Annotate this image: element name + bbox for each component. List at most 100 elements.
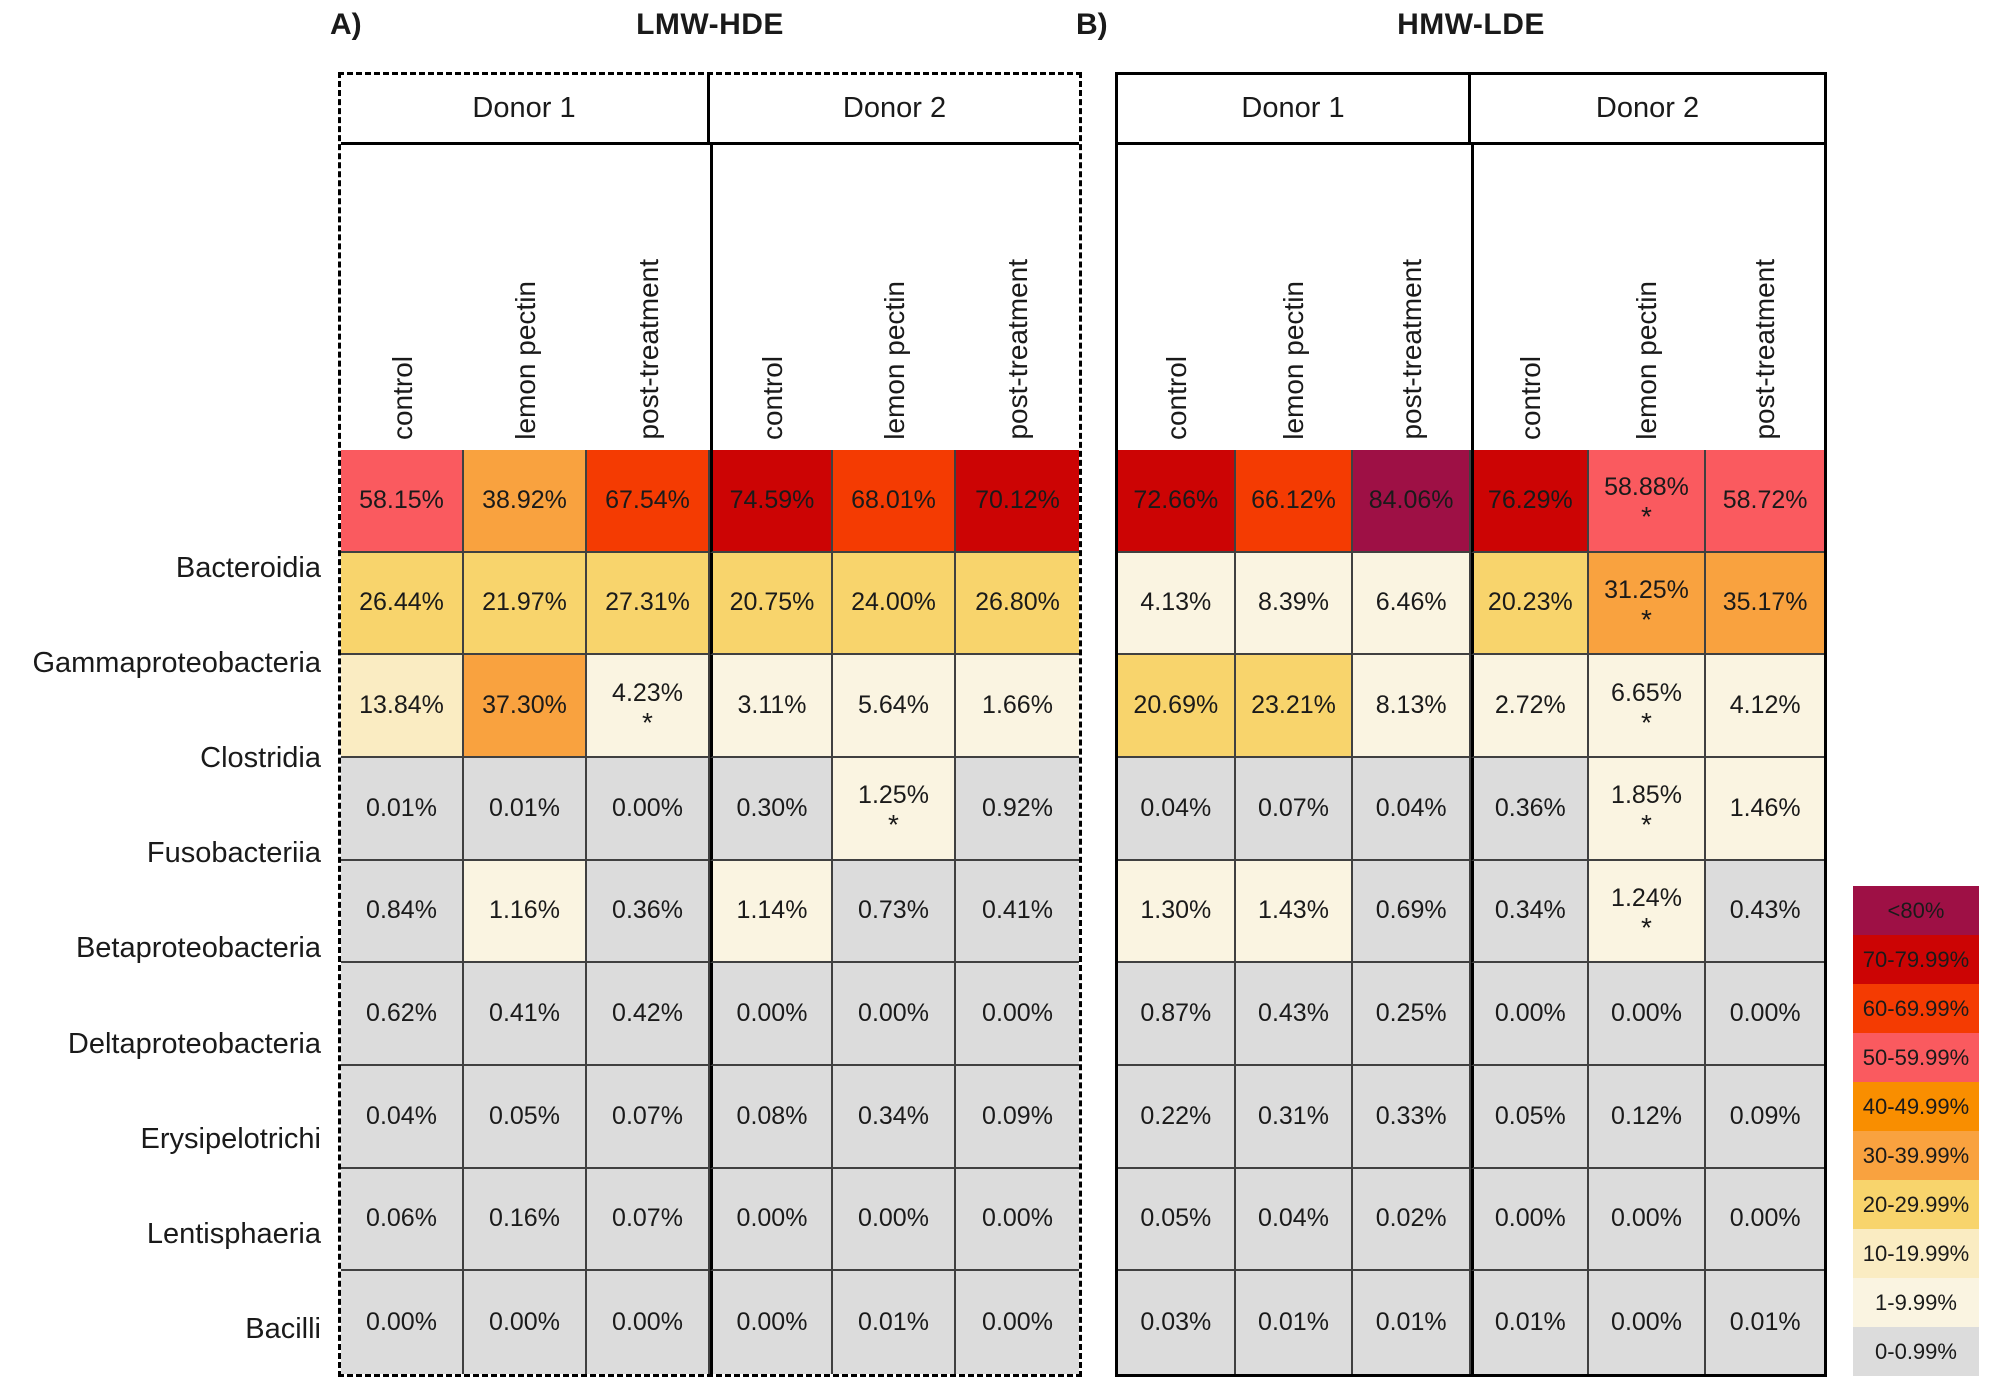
- heatmap-cell: 0.30%: [710, 757, 833, 861]
- cell-value: 0.04%: [1140, 793, 1212, 822]
- legend-entry-label: 10-19.99%: [1862, 1240, 1970, 1266]
- heatmap-cell: 6.46%: [1353, 552, 1471, 656]
- cell-value: 1.25%: [858, 781, 929, 810]
- cell-value: 68.01%: [851, 485, 936, 514]
- heatmap-cell: 1.25% *: [833, 757, 956, 861]
- heatmap-cell: 0.00%: [1588, 1271, 1707, 1374]
- class-row-label: Clostridia: [200, 742, 321, 775]
- cell-value: 0.62%: [366, 999, 437, 1028]
- heatmap-cell: 72.66%: [1118, 450, 1236, 553]
- class-row-labels: Bacteroidia Gammaproteobacteria Clostridia…: [0, 521, 331, 1377]
- cell-value: 0.05%: [1140, 1204, 1212, 1233]
- cell-value: 0.00%: [1494, 999, 1566, 1028]
- cell-value: 26.80%: [975, 588, 1060, 617]
- heatmap-cell: 0.01%: [1470, 1271, 1589, 1374]
- cell-value: 0.25%: [1375, 999, 1447, 1028]
- heatmap-cell: 0.04%: [1118, 757, 1236, 861]
- heatmap-cell: 5.64%: [833, 655, 956, 758]
- panel-b-title: HMW-LDE: [1397, 8, 1545, 41]
- cell-value: 0.08%: [736, 1101, 808, 1130]
- condition-label: control: [1515, 355, 1547, 440]
- heatmap-cell: 0.00%: [710, 1168, 833, 1272]
- cell-value: 38.92%: [482, 485, 567, 514]
- cell-value: 0.30%: [736, 793, 808, 822]
- cell-value: 1.66%: [982, 691, 1053, 720]
- heatmap-body: 58.15% 38.92% 67.54% 74.59% 68.01% 70.12% 26.4…: [341, 450, 1079, 1374]
- cell-value: 76.29%: [1487, 485, 1573, 514]
- condition-label: post-treatment: [1001, 259, 1033, 440]
- cell-value: 0.22%: [1140, 1101, 1212, 1130]
- cell-value: 0.04%: [1375, 793, 1447, 822]
- donor-header-cell: Donor 2: [842, 92, 947, 124]
- class-row-label: Deltaproteobacteria: [67, 1027, 321, 1060]
- donor-header-cell: Donor 2: [1595, 92, 1700, 124]
- legend-entry-label: 50-59.99%: [1862, 1044, 1970, 1070]
- legend-entry-label: 40-49.99%: [1862, 1093, 1970, 1119]
- cell-value: 58.15%: [359, 485, 444, 514]
- heatmap-cell: 58.72%: [1706, 450, 1824, 553]
- cell-value: 0.92%: [982, 793, 1053, 822]
- heatmap-cell: 1.30%: [1118, 860, 1236, 964]
- cell-value: 1.24%: [1611, 883, 1682, 912]
- cell-value: 0.00%: [736, 1308, 808, 1337]
- heatmap-cell: 0.31%: [1235, 1065, 1354, 1169]
- heatmap-cell: 0.00%: [710, 963, 833, 1066]
- legend-entry: 30-39.99%: [1853, 1131, 1979, 1180]
- condition-label: control: [386, 355, 418, 440]
- heatmap-cell: 0.05%: [1118, 1168, 1236, 1272]
- heatmap-cell: 0.33%: [1353, 1065, 1471, 1169]
- cell-value: 0.00%: [982, 999, 1053, 1028]
- heatmap-cell: 58.15%: [341, 450, 464, 553]
- cell-value: 0.00%: [612, 1308, 683, 1337]
- cell-value: 0.34%: [1494, 896, 1566, 925]
- heatmap-cell: 2.72%: [1470, 655, 1589, 758]
- heatmap-cell: 0.02%: [1353, 1168, 1471, 1272]
- cell-value: 0.09%: [982, 1101, 1053, 1130]
- heatmap-cell: 27.31%: [587, 552, 710, 656]
- cell-value: 5.64%: [858, 691, 929, 720]
- cell-value: 0.00%: [982, 1204, 1053, 1233]
- heatmap-cell: 0.87%: [1118, 963, 1236, 1066]
- cell-value: 1.16%: [489, 896, 560, 925]
- heatmap-table-hmw-lde: Donor 1 Donor 2 control lemon pectin post-tr…: [1115, 72, 1827, 1377]
- heatmap-cell: 23.21%: [1235, 655, 1354, 758]
- cell-value: 0.00%: [736, 1204, 808, 1233]
- cell-value: 0.41%: [982, 896, 1053, 925]
- significance-asterisk: *: [1641, 706, 1652, 738]
- legend-entry: 1-9.99%: [1853, 1278, 1979, 1327]
- cell-value: 0.41%: [489, 999, 560, 1028]
- heatmap-cell: 0.36%: [1470, 757, 1589, 861]
- heatmap-cell: 0.09%: [1706, 1065, 1824, 1169]
- cell-value: 0.01%: [1258, 1308, 1329, 1337]
- heatmap-cell: 67.54%: [587, 450, 710, 553]
- heatmap-cell: 0.41%: [464, 963, 587, 1066]
- cell-value: 0.04%: [366, 1101, 437, 1130]
- heatmap-cell: 24.00%: [833, 552, 956, 656]
- heatmap-cell: 0.00%: [1588, 963, 1707, 1066]
- significance-asterisk: *: [888, 809, 899, 841]
- cell-value: 0.16%: [489, 1204, 560, 1233]
- heatmap-cell: 1.16%: [464, 860, 587, 964]
- heatmap-cell: 4.13%: [1118, 552, 1236, 656]
- cell-value: 0.01%: [1375, 1308, 1447, 1337]
- condition-label: control: [1160, 355, 1192, 440]
- legend-entry-label: 20-29.99%: [1862, 1191, 1970, 1217]
- heatmap-cell: 0.00%: [956, 963, 1079, 1066]
- cell-value: 26.44%: [359, 588, 444, 617]
- cell-value: 0.01%: [1729, 1308, 1801, 1337]
- cell-value: 58.72%: [1722, 485, 1808, 514]
- class-row-label: Fusobacteriia: [146, 837, 321, 870]
- cell-value: 0.01%: [366, 793, 437, 822]
- heatmap-cell: 0.00%: [1706, 1168, 1824, 1272]
- cell-value: 0.36%: [612, 896, 683, 925]
- legend-entry: 20-29.99%: [1853, 1180, 1979, 1229]
- legend-entry: 10-19.99%: [1853, 1229, 1979, 1278]
- heatmap-cell: 0.03%: [1118, 1271, 1236, 1374]
- heatmap-cell: 38.92%: [464, 450, 587, 553]
- heatmap-cell: 0.00%: [587, 757, 710, 861]
- heatmap-cell: 4.12%: [1706, 655, 1824, 758]
- heatmap-cell: 3.11%: [710, 655, 833, 758]
- heatmap-cell: 0.09%: [956, 1065, 1079, 1169]
- heatmap-cell: 1.14%: [710, 860, 833, 964]
- cell-value: 0.00%: [1611, 999, 1682, 1028]
